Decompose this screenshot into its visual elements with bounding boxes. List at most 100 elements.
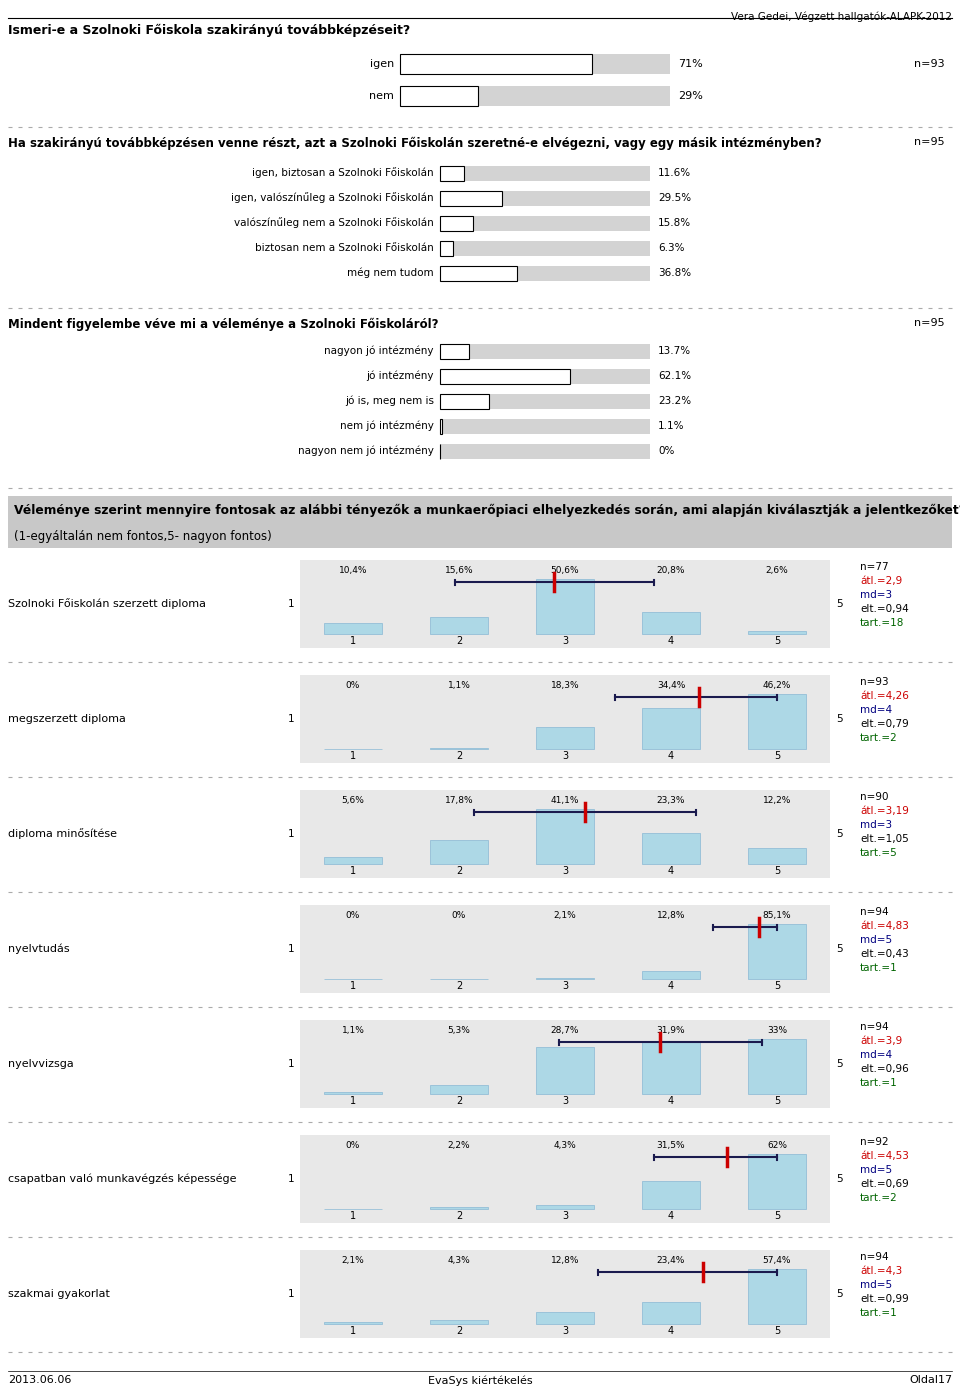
- Bar: [748, 848, 806, 864]
- Text: tart.=1: tart.=1: [860, 963, 898, 972]
- Text: 29%: 29%: [678, 91, 703, 100]
- Text: 1: 1: [350, 1211, 356, 1221]
- Text: 5,6%: 5,6%: [342, 797, 365, 805]
- Text: nyelvvizsga: nyelvvizsga: [8, 1059, 74, 1069]
- Text: (1-egyáltalán nem fontos,5- nagyon fontos): (1-egyáltalán nem fontos,5- nagyon fonto…: [14, 530, 272, 543]
- Text: 1: 1: [350, 981, 356, 990]
- Text: elt.=0,96: elt.=0,96: [860, 1064, 909, 1074]
- Text: 31,5%: 31,5%: [657, 1141, 685, 1149]
- Bar: [400, 54, 591, 74]
- Text: 2,2%: 2,2%: [447, 1141, 470, 1149]
- Bar: [642, 709, 700, 749]
- Text: 1: 1: [287, 944, 294, 954]
- Text: Ismeri-e a Szolnoki Főiskola szakirányú továbbképzéseit?: Ismeri-e a Szolnoki Főiskola szakirányú …: [8, 24, 410, 38]
- Text: 3: 3: [562, 1096, 568, 1106]
- Bar: [642, 971, 700, 979]
- Text: n=94: n=94: [860, 1023, 889, 1032]
- Text: 3: 3: [562, 636, 568, 646]
- Text: 1: 1: [350, 1327, 356, 1336]
- Bar: [748, 695, 806, 749]
- Text: Vera Gedei, Végzett hallgatók-ALAPK-2012: Vera Gedei, Végzett hallgatók-ALAPK-2012: [731, 11, 952, 21]
- Text: elt.=0,69: elt.=0,69: [860, 1179, 909, 1189]
- Text: 12,8%: 12,8%: [657, 911, 685, 919]
- Text: 71%: 71%: [678, 59, 703, 68]
- Text: elt.=0,99: elt.=0,99: [860, 1295, 909, 1304]
- Bar: [430, 1085, 488, 1094]
- Text: átl.=2,9: átl.=2,9: [860, 576, 902, 586]
- Text: 1: 1: [287, 1059, 294, 1069]
- Text: 4: 4: [668, 751, 674, 762]
- Text: 1: 1: [350, 751, 356, 762]
- Text: n=94: n=94: [860, 1251, 889, 1262]
- Text: 12,8%: 12,8%: [551, 1256, 579, 1265]
- Text: 2,1%: 2,1%: [554, 911, 576, 919]
- Text: átl.=4,53: átl.=4,53: [860, 1151, 909, 1161]
- Text: 4: 4: [668, 1211, 674, 1221]
- Text: 3: 3: [562, 1327, 568, 1336]
- Text: n=90: n=90: [860, 792, 889, 802]
- Text: 0%: 0%: [346, 681, 360, 691]
- Bar: [642, 611, 700, 633]
- Text: 3: 3: [562, 1211, 568, 1221]
- Bar: [642, 1041, 700, 1094]
- Text: n=95: n=95: [914, 318, 945, 328]
- Text: 46,2%: 46,2%: [763, 681, 791, 691]
- Text: 1: 1: [287, 714, 294, 724]
- Text: 1: 1: [350, 636, 356, 646]
- Text: nagyon nem jó intézmény: nagyon nem jó intézmény: [299, 446, 434, 456]
- Text: diploma minősítése: diploma minősítése: [8, 829, 117, 840]
- Text: 4: 4: [668, 1327, 674, 1336]
- Text: 2: 2: [456, 981, 462, 990]
- Text: 5: 5: [774, 636, 780, 646]
- Text: átl.=4,83: átl.=4,83: [860, 921, 909, 930]
- Text: 34,4%: 34,4%: [657, 681, 685, 691]
- Text: 5: 5: [774, 1327, 780, 1336]
- Text: 4: 4: [668, 1096, 674, 1106]
- Text: igen: igen: [370, 59, 394, 68]
- Text: 0%: 0%: [346, 911, 360, 919]
- Text: 5: 5: [836, 598, 843, 610]
- Bar: [300, 1136, 830, 1223]
- Text: szakmai gyakorlat: szakmai gyakorlat: [8, 1289, 109, 1299]
- Text: 15,6%: 15,6%: [444, 566, 473, 575]
- Text: 1: 1: [287, 598, 294, 610]
- Text: nem: nem: [370, 91, 394, 100]
- Text: 41,1%: 41,1%: [551, 797, 579, 805]
- Text: 13.7%: 13.7%: [658, 346, 691, 356]
- Text: 1: 1: [287, 829, 294, 838]
- Text: igen, biztosan a Szolnoki Főiskolán: igen, biztosan a Szolnoki Főiskolán: [252, 167, 434, 179]
- Text: elt.=1,05: elt.=1,05: [860, 834, 909, 844]
- Text: átl.=3,9: átl.=3,9: [860, 1036, 902, 1046]
- Text: Szolnoki Főiskolán szerzett diploma: Szolnoki Főiskolán szerzett diploma: [8, 598, 206, 610]
- Text: 2: 2: [456, 1327, 462, 1336]
- Text: 17,8%: 17,8%: [444, 797, 473, 805]
- Text: 0%: 0%: [658, 446, 674, 456]
- Bar: [536, 579, 594, 633]
- Text: 3: 3: [562, 751, 568, 762]
- Text: Mindent figyelembe véve mi a véleménye a Szolnoki Főiskoláról?: Mindent figyelembe véve mi a véleménye a…: [8, 318, 439, 331]
- Text: 5: 5: [836, 1059, 843, 1069]
- Text: 12,2%: 12,2%: [763, 797, 791, 805]
- Text: 85,1%: 85,1%: [762, 911, 791, 919]
- Text: 5: 5: [774, 866, 780, 876]
- Bar: [642, 1182, 700, 1209]
- Bar: [748, 925, 806, 979]
- Text: md=5: md=5: [860, 935, 892, 944]
- Text: 2,6%: 2,6%: [766, 566, 788, 575]
- Text: elt.=0,94: elt.=0,94: [860, 604, 909, 614]
- Text: 31,9%: 31,9%: [657, 1025, 685, 1035]
- Text: n=92: n=92: [860, 1137, 889, 1147]
- Text: 23,3%: 23,3%: [657, 797, 685, 805]
- Bar: [324, 622, 382, 633]
- Text: átl.=4,26: átl.=4,26: [860, 691, 909, 702]
- Text: 5: 5: [774, 1096, 780, 1106]
- Text: átl.=3,19: átl.=3,19: [860, 806, 909, 816]
- Text: Oldal17: Oldal17: [909, 1375, 952, 1385]
- Bar: [324, 1092, 382, 1094]
- Bar: [300, 790, 830, 877]
- Bar: [440, 166, 465, 180]
- Text: 5: 5: [774, 981, 780, 990]
- Bar: [536, 1311, 594, 1324]
- Bar: [440, 343, 468, 359]
- Bar: [430, 1320, 488, 1324]
